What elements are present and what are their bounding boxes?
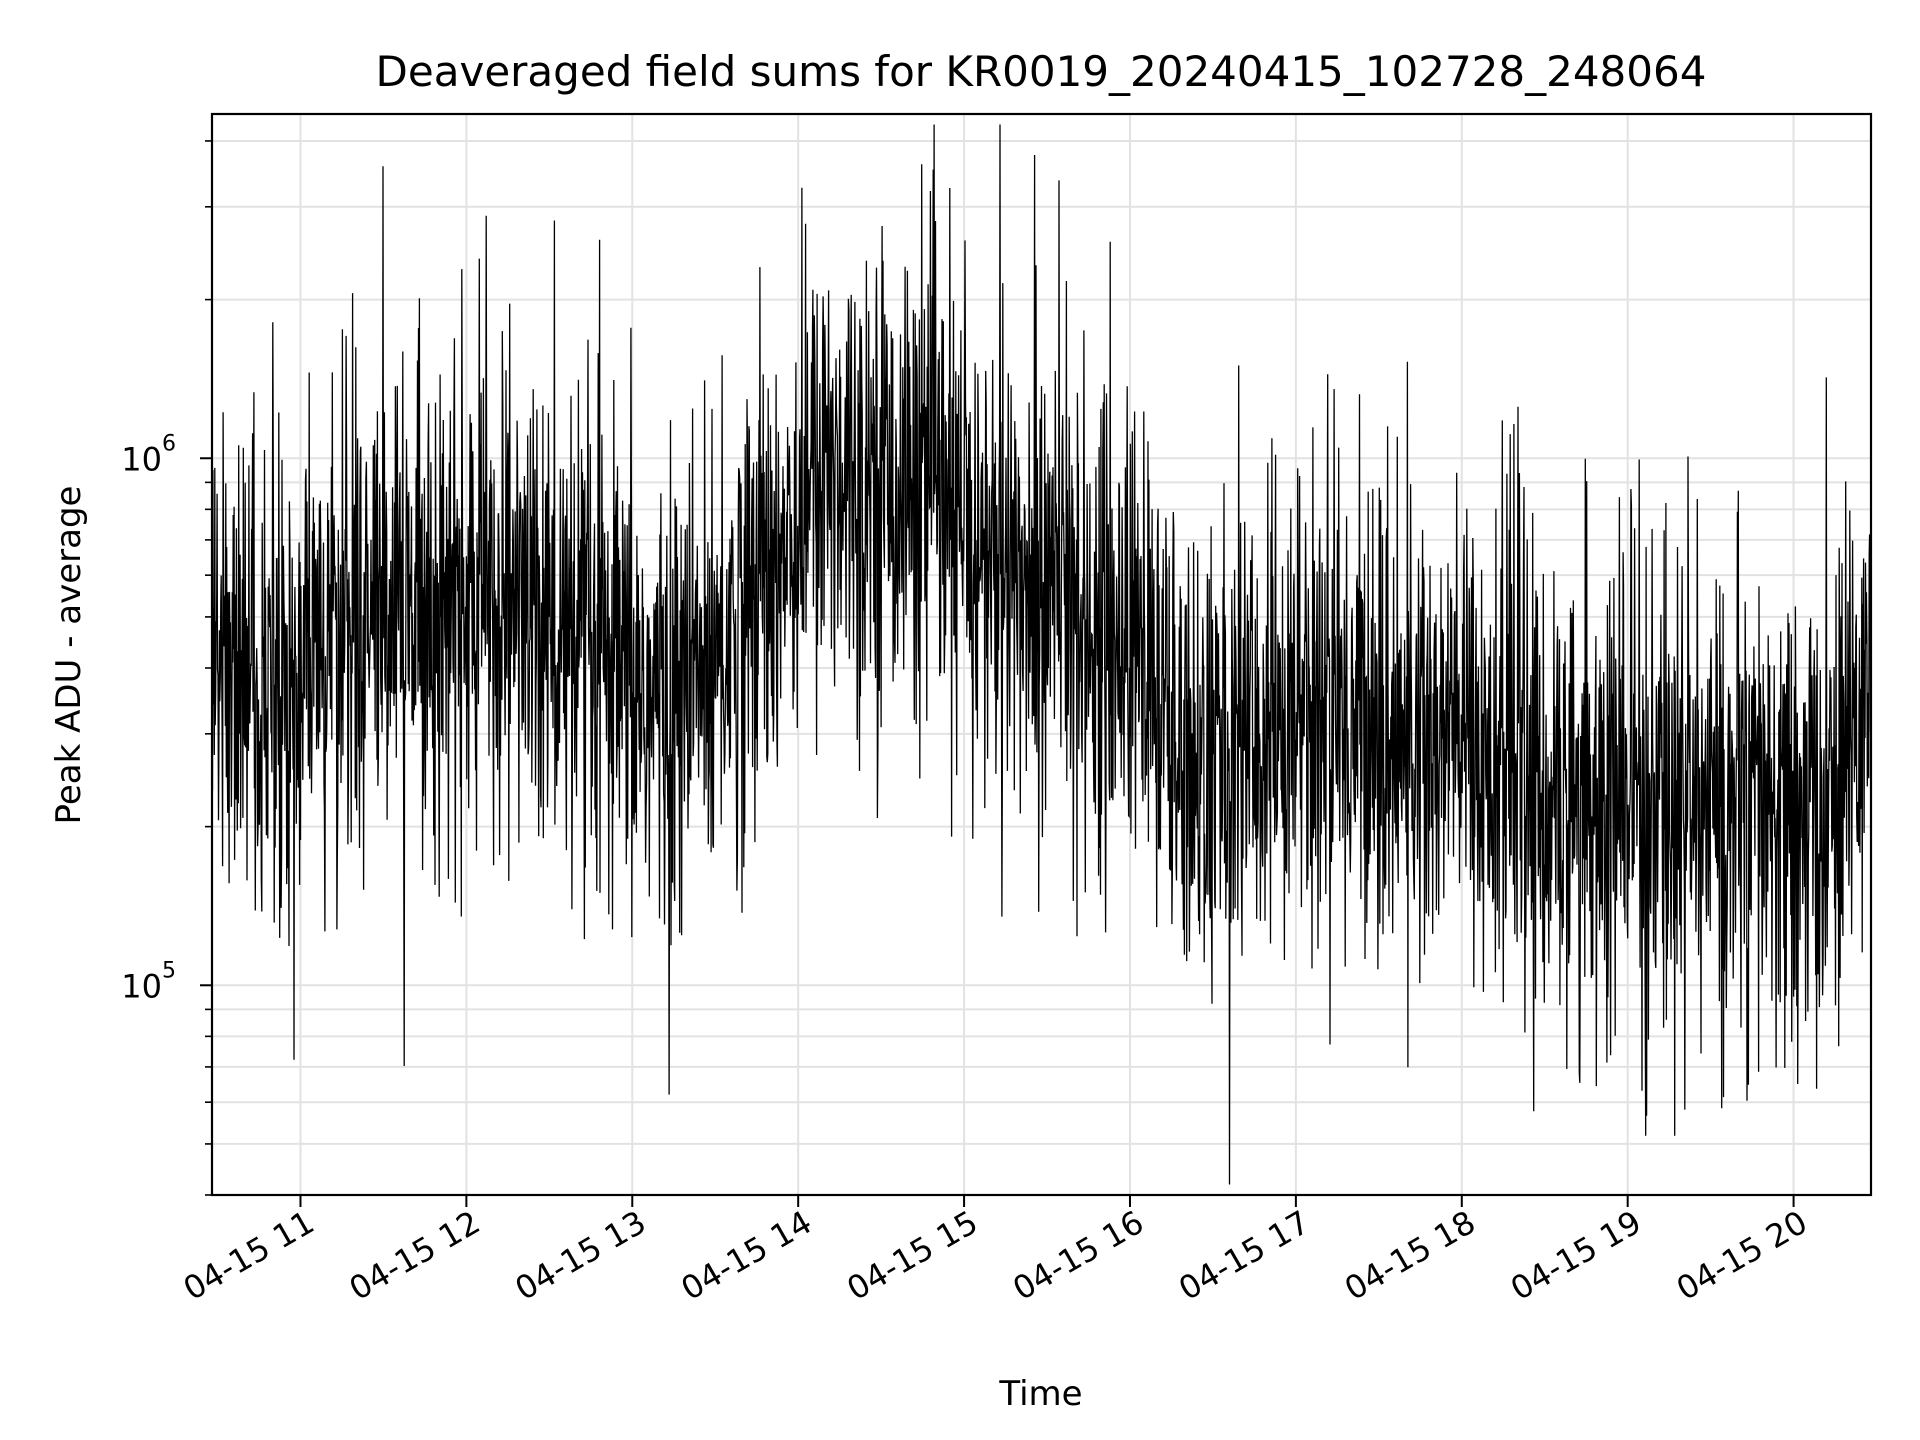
- y-axis-label: Peak ADU - average: [49, 486, 89, 825]
- y-tick-exponent: 6: [162, 431, 176, 456]
- x-tick-label: 04-15 20: [1670, 1203, 1814, 1308]
- x-tick-label: 04-15 19: [1504, 1203, 1648, 1308]
- x-tick-label: 04-15 17: [1172, 1203, 1316, 1308]
- chart-title: Deaveraged field sums for KR0019_2024041…: [376, 47, 1707, 96]
- x-tick-label: 04-15 16: [1006, 1203, 1150, 1308]
- x-tick-label: 04-15 13: [509, 1203, 653, 1308]
- x-tick-label: 04-15 18: [1338, 1203, 1482, 1308]
- plot-frame: [210, 112, 1873, 1197]
- series-line-0: [211, 124, 1872, 1185]
- y-tick-label: 105: [121, 958, 176, 1005]
- series-group: [211, 124, 1872, 1185]
- x-tick-label: 04-15 14: [675, 1203, 819, 1308]
- x-axis-label: Time: [998, 1374, 1082, 1414]
- x-tick-label: 04-15 12: [343, 1203, 487, 1308]
- x-tick-label: 04-15 15: [840, 1203, 984, 1308]
- y-tick-exponent: 5: [162, 958, 176, 983]
- x-tick-label: 04-15 11: [177, 1203, 321, 1308]
- y-tick-label: 106: [121, 431, 176, 478]
